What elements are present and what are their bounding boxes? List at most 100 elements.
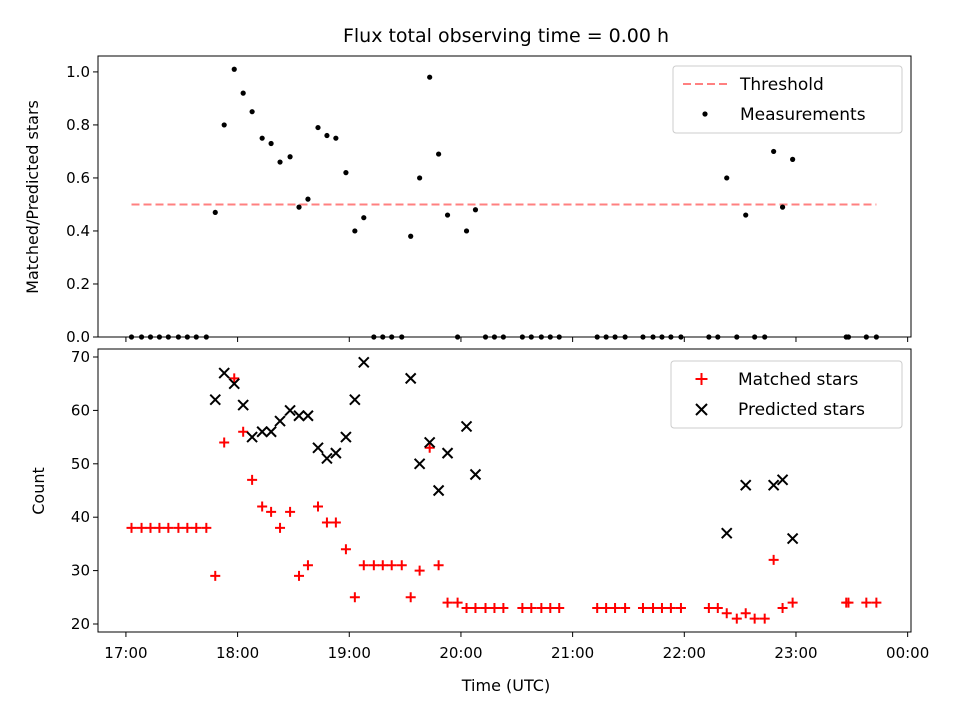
matched-star-point <box>433 560 444 571</box>
chart-title: Flux total observing time = 0.00 h <box>343 25 669 47</box>
matched-star-point <box>601 602 612 613</box>
matched-star-point <box>777 602 788 613</box>
ratio-legend: Threshold Measurements <box>672 65 903 134</box>
matched-star-point <box>489 602 500 613</box>
measurement-point <box>165 334 171 340</box>
measurement-point <box>482 334 489 340</box>
matched-star-point <box>414 565 425 576</box>
matched-star-point <box>843 597 854 608</box>
measurement-point <box>315 124 321 131</box>
measurement-point <box>734 334 740 340</box>
measurements-points <box>128 66 879 340</box>
matched-star-point <box>321 517 332 528</box>
matched-star-point <box>768 554 779 565</box>
predicted-star-point <box>330 447 342 459</box>
legend-predicted-swatch <box>695 403 708 416</box>
matched-star-point <box>610 602 621 613</box>
measurement-point <box>156 334 163 340</box>
matched-star-point <box>787 597 798 608</box>
measurement-point <box>538 334 544 340</box>
matched-star-point <box>461 602 472 613</box>
matched-star-point <box>620 602 631 613</box>
counts-x-axis: 17:00 18:00 19:00 20:00 21:00 22:00 23:00 00:00 <box>104 632 929 662</box>
matched-star-point <box>637 602 648 613</box>
matched-star-point <box>257 501 268 512</box>
predicted-star-point <box>413 458 426 470</box>
matched-star-point <box>759 613 770 624</box>
y-tick-label: 0.8 <box>66 116 90 134</box>
measurement-point <box>547 334 553 340</box>
predicted-star-point <box>786 532 799 545</box>
legend-threshold-label: Threshold <box>739 75 824 95</box>
matched-star-point <box>302 560 313 571</box>
measurement-point <box>790 156 796 162</box>
matched-star-point <box>656 602 667 613</box>
predicted-star-point <box>340 431 352 443</box>
measurement-point <box>259 135 265 141</box>
measurement-point <box>640 334 646 340</box>
matched-star-point <box>592 602 603 613</box>
matched-star-point <box>749 613 760 624</box>
matched-star-point <box>740 608 751 619</box>
counts-legend: Matched stars Predicted stars <box>670 360 903 429</box>
predicted-star-point <box>228 378 240 390</box>
ratio-x-ticks <box>125 337 909 342</box>
predicted-stars-points <box>209 356 799 545</box>
counts-legend-box <box>670 360 903 429</box>
predicted-star-point <box>284 404 296 417</box>
y-tick-label: 40 <box>71 508 90 526</box>
measurement-point <box>277 159 283 165</box>
measurement-point <box>296 204 302 210</box>
predicted-star-point <box>265 426 277 438</box>
measurement-point <box>603 334 609 340</box>
matched-star-point <box>442 597 453 608</box>
measurement-point <box>771 148 777 155</box>
matched-star-point <box>424 442 435 453</box>
predicted-star-point <box>218 367 230 379</box>
matched-star-point <box>377 560 388 571</box>
matched-star-point <box>201 522 212 533</box>
predicted-star-point <box>246 431 258 443</box>
measurement-point <box>762 334 768 340</box>
measurement-point <box>519 334 525 340</box>
measurement-point <box>427 74 433 80</box>
measurement-point <box>399 334 405 340</box>
matched-star-point <box>126 522 137 533</box>
matched-star-point <box>731 613 742 624</box>
measurement-point <box>472 207 479 213</box>
predicted-star-point <box>721 527 733 539</box>
predicted-star-point <box>302 410 314 422</box>
predicted-star-point <box>460 420 473 433</box>
predicted-star-point <box>740 479 752 491</box>
predicted-star-point <box>321 452 333 465</box>
predicted-star-point <box>237 399 249 411</box>
y-tick-label: 30 <box>71 562 90 580</box>
predicted-star-point <box>423 436 436 449</box>
matched-star-point <box>721 608 732 619</box>
measurement-point <box>650 334 656 340</box>
measurement-point <box>240 90 246 96</box>
measurement-point <box>668 334 674 340</box>
measurement-point <box>594 334 600 340</box>
measurement-point <box>863 334 869 340</box>
measurement-point <box>500 334 506 340</box>
legend-measurements-label: Measurements <box>740 105 866 125</box>
predicted-star-point <box>441 447 454 459</box>
x-tick-label: 00:00 <box>886 644 929 662</box>
measurement-point <box>138 334 145 340</box>
measurement-point <box>622 334 628 340</box>
matched-star-point <box>480 602 491 613</box>
measurement-point <box>212 209 218 216</box>
y-tick-label: 20 <box>71 615 90 633</box>
measurement-point <box>371 334 377 340</box>
measurement-point <box>678 334 684 340</box>
legend-predicted-label: Predicted stars <box>738 400 865 420</box>
measurement-point <box>147 334 154 340</box>
measurement-point <box>231 66 237 72</box>
matched-star-point <box>330 517 341 528</box>
matched-star-point <box>871 597 882 608</box>
measurement-point <box>408 233 414 239</box>
matched-star-point <box>665 602 676 613</box>
matched-star-point <box>266 506 277 517</box>
matched-star-point <box>219 437 230 448</box>
